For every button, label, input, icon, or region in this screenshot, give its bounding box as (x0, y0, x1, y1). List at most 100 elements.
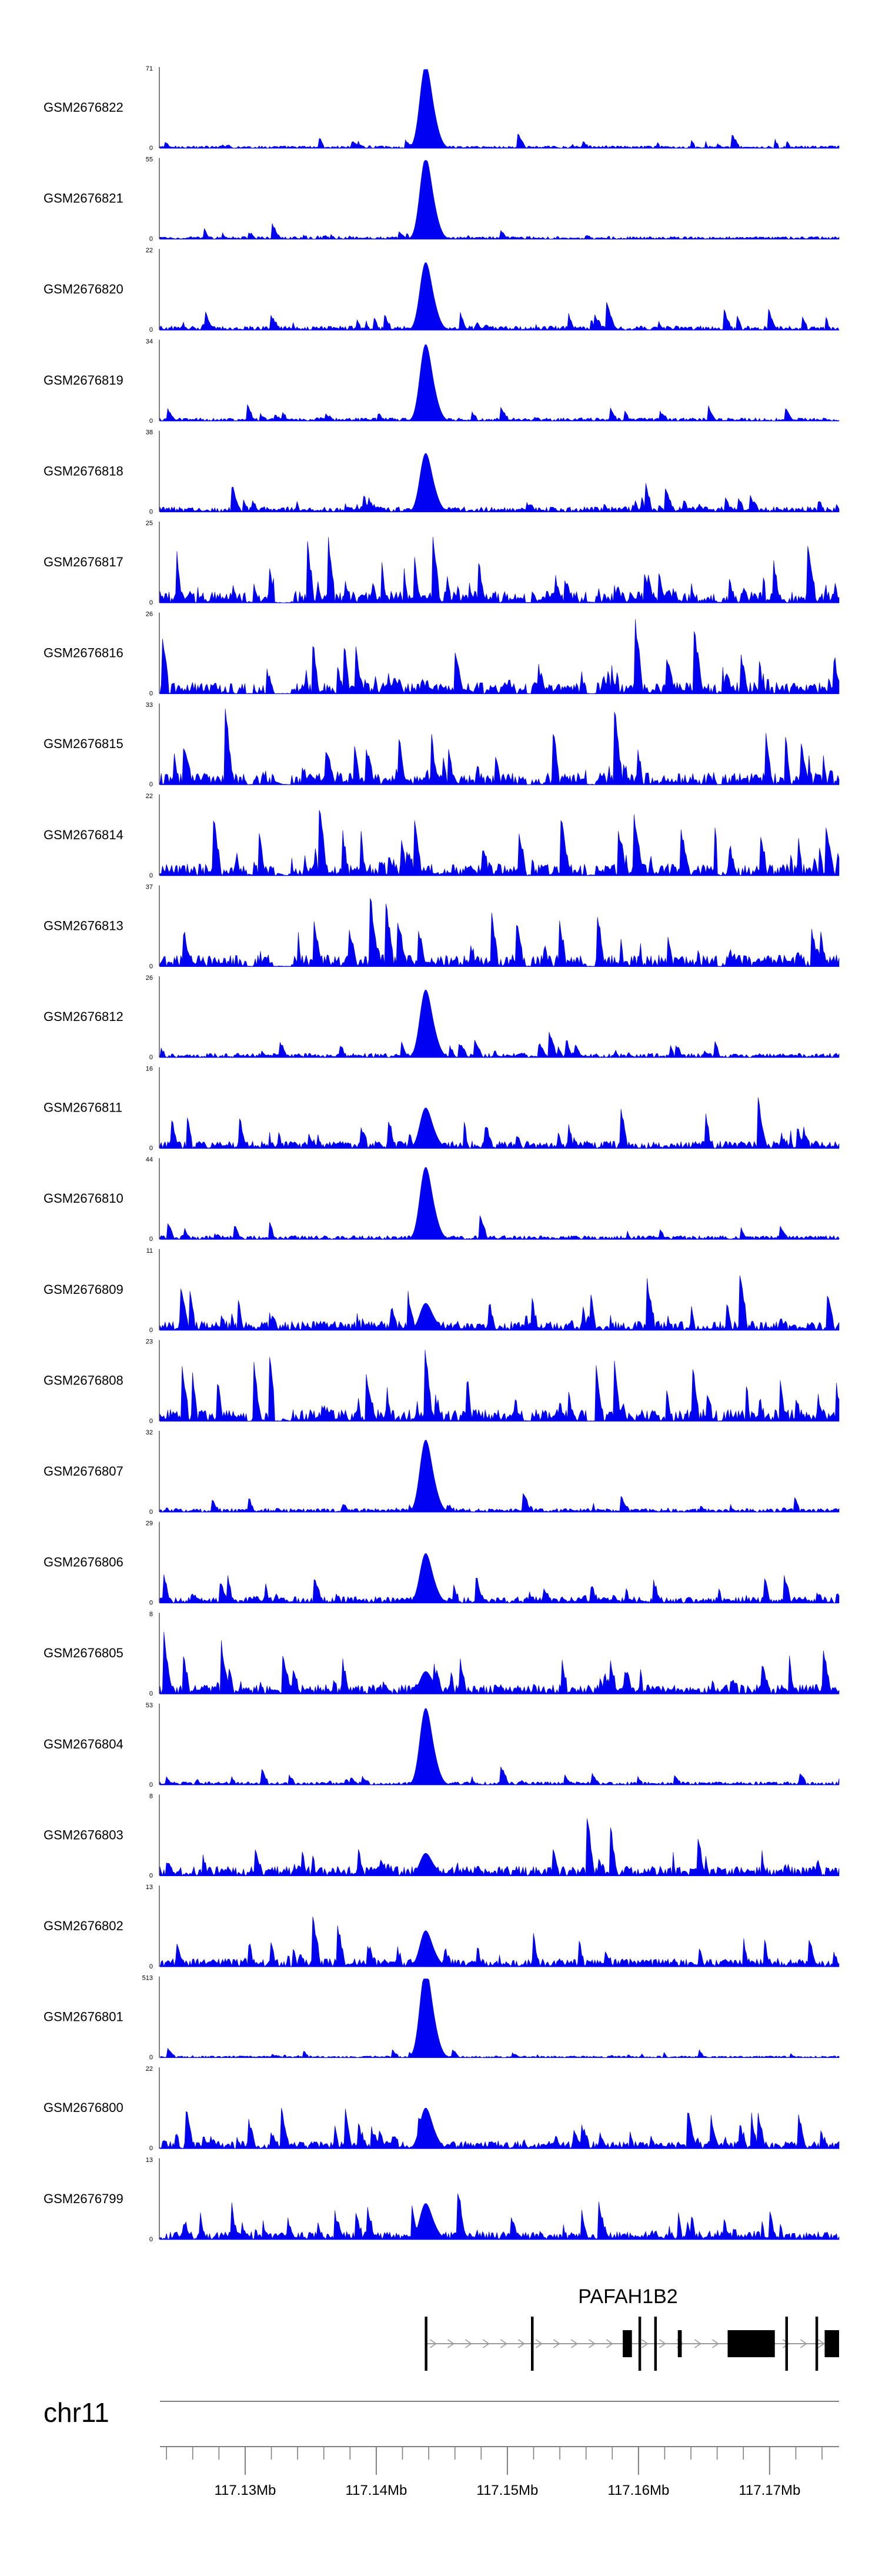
track-GSM2676821: 55 0 GSM2676821 (44, 156, 840, 243)
y-min-label-GSM2676804: 0 (149, 1781, 153, 1788)
x-tick-label: 117.14Mb (345, 2482, 407, 2498)
y-max-label-GSM2676804: 53 (146, 1702, 153, 1709)
y-max-label-GSM2676803: 8 (149, 1793, 153, 1800)
signal-area-GSM2676819 (159, 344, 840, 422)
signal-area-GSM2676820 (159, 262, 840, 331)
y-max-label-GSM2676812: 26 (146, 975, 153, 982)
signal-area-GSM2676805 (159, 1631, 840, 1695)
y-min-label-GSM2676803: 0 (149, 1872, 153, 1879)
exon-6 (677, 2330, 682, 2357)
track-GSM2676814: 22 0 GSM2676814 (44, 793, 840, 879)
y-max-label-GSM2676805: 8 (149, 1611, 153, 1618)
track-label-GSM2676821: GSM2676821 (44, 191, 123, 206)
exon-3 (623, 2330, 632, 2357)
y-min-label-GSM2676819: 0 (149, 418, 153, 425)
track-GSM2676801: 513 0 GSM2676801 (44, 1975, 840, 2061)
gene-track: PAFAH1B2 (425, 2285, 839, 2371)
y-min-label-GSM2676817: 0 (149, 599, 153, 606)
track-label-GSM2676809: GSM2676809 (44, 1282, 123, 1297)
track-label-GSM2676813: GSM2676813 (44, 918, 123, 933)
y-min-label-GSM2676822: 0 (149, 145, 153, 152)
y-max-label-GSM2676810: 44 (146, 1156, 153, 1163)
y-min-label-GSM2676821: 0 (149, 236, 153, 243)
track-GSM2676810: 44 0 GSM2676810 (44, 1156, 840, 1243)
track-GSM2676799: 13 0 GSM2676799 (44, 2157, 840, 2243)
x-tick-label: 117.15Mb (476, 2482, 538, 2498)
signal-area-GSM2676821 (159, 160, 840, 240)
strand-chevron (517, 2339, 525, 2348)
y-min-label-GSM2676806: 0 (149, 1600, 153, 1607)
track-GSM2676822: 71 0 GSM2676822 (44, 65, 840, 152)
x-tick-label: 117.16Mb (607, 2482, 669, 2498)
track-label-GSM2676806: GSM2676806 (44, 1555, 123, 1570)
signal-area-GSM2676817 (159, 536, 840, 603)
track-GSM2676807: 32 0 GSM2676807 (44, 1429, 840, 1516)
strand-chevron (535, 2339, 543, 2348)
y-min-label-GSM2676815: 0 (149, 781, 153, 788)
track-GSM2676817: 25 0 GSM2676817 (44, 520, 840, 606)
track-label-GSM2676817: GSM2676817 (44, 555, 123, 569)
y-min-label-GSM2676814: 0 (149, 872, 153, 879)
y-min-label-GSM2676800: 0 (149, 2145, 153, 2152)
strand-chevron (429, 2339, 437, 2348)
exon-8 (785, 2317, 789, 2371)
y-max-label-GSM2676809: 11 (146, 1247, 153, 1254)
track-GSM2676805: 8 0 GSM2676805 (44, 1611, 840, 1697)
y-min-label-GSM2676820: 0 (149, 326, 153, 333)
track-GSM2676811: 16 0 GSM2676811 (44, 1066, 840, 1152)
y-max-label-GSM2676811: 16 (146, 1066, 153, 1073)
track-GSM2676808: 23 0 GSM2676808 (44, 1338, 840, 1424)
track-label-GSM2676804: GSM2676804 (44, 1737, 123, 1751)
track-GSM2676806: 29 0 GSM2676806 (44, 1520, 840, 1607)
y-min-label-GSM2676816: 0 (149, 690, 153, 698)
strand-chevron (817, 2339, 825, 2348)
y-max-label-GSM2676806: 29 (146, 1520, 153, 1527)
strand-chevron (447, 2339, 455, 2348)
gene-label: PAFAH1B2 (578, 2285, 677, 2308)
y-max-label-GSM2676820: 22 (146, 247, 153, 254)
track-label-GSM2676808: GSM2676808 (44, 1373, 123, 1387)
genome-ruler: chr11 117.13Mb 117.14Mb 117.15Mb 117.16Mb 11… (44, 2397, 839, 2498)
y-min-label-GSM2676807: 0 (149, 1509, 153, 1516)
y-min-label-GSM2676810: 0 (149, 1236, 153, 1243)
signal-area-GSM2676811 (159, 1097, 840, 1149)
y-min-label-GSM2676808: 0 (149, 1417, 153, 1424)
track-GSM2676800: 22 0 GSM2676800 (44, 2066, 840, 2152)
x-tick-label: 117.17Mb (739, 2482, 800, 2498)
strand-chevron (482, 2339, 490, 2348)
y-max-label-GSM2676818: 38 (146, 429, 153, 436)
track-GSM2676803: 8 0 GSM2676803 (44, 1793, 840, 1879)
signal-area-GSM2676810 (159, 1167, 840, 1240)
signal-area-GSM2676799 (159, 2193, 840, 2240)
signal-area-GSM2676803 (159, 1818, 840, 1877)
signal-area-GSM2676806 (159, 1553, 840, 1604)
signal-area-GSM2676807 (159, 1440, 840, 1513)
track-GSM2676818: 38 0 GSM2676818 (44, 429, 840, 515)
exon-7 (727, 2330, 775, 2357)
y-max-label-GSM2676814: 22 (146, 793, 153, 800)
strand-chevron (659, 2339, 666, 2348)
y-min-label-GSM2676811: 0 (149, 1145, 153, 1152)
y-max-label-GSM2676815: 33 (146, 702, 153, 709)
y-min-label-GSM2676813: 0 (149, 963, 153, 970)
strand-chevron (465, 2339, 472, 2348)
strand-chevron (711, 2339, 719, 2348)
y-min-label-GSM2676818: 0 (149, 508, 153, 515)
y-max-label-GSM2676802: 13 (146, 1884, 153, 1891)
track-label-GSM2676801: GSM2676801 (44, 2010, 123, 2024)
y-max-label-GSM2676808: 23 (146, 1338, 153, 1345)
track-label-GSM2676810: GSM2676810 (44, 1191, 123, 1206)
exon-9 (815, 2317, 818, 2371)
signal-area-GSM2676816 (159, 619, 840, 695)
strand-chevron (641, 2339, 649, 2348)
signal-area-GSM2676809 (159, 1275, 840, 1331)
track-label-GSM2676799: GSM2676799 (44, 2191, 123, 2206)
track-GSM2676820: 22 0 GSM2676820 (44, 247, 840, 333)
y-max-label-GSM2676817: 25 (146, 520, 153, 527)
track-label-GSM2676807: GSM2676807 (44, 1464, 123, 1479)
strand-chevron (800, 2339, 807, 2348)
track-label-GSM2676820: GSM2676820 (44, 282, 123, 296)
track-label-GSM2676815: GSM2676815 (44, 736, 123, 751)
signal-area-GSM2676800 (159, 2108, 840, 2149)
signal-area-GSM2676808 (159, 1350, 840, 1422)
